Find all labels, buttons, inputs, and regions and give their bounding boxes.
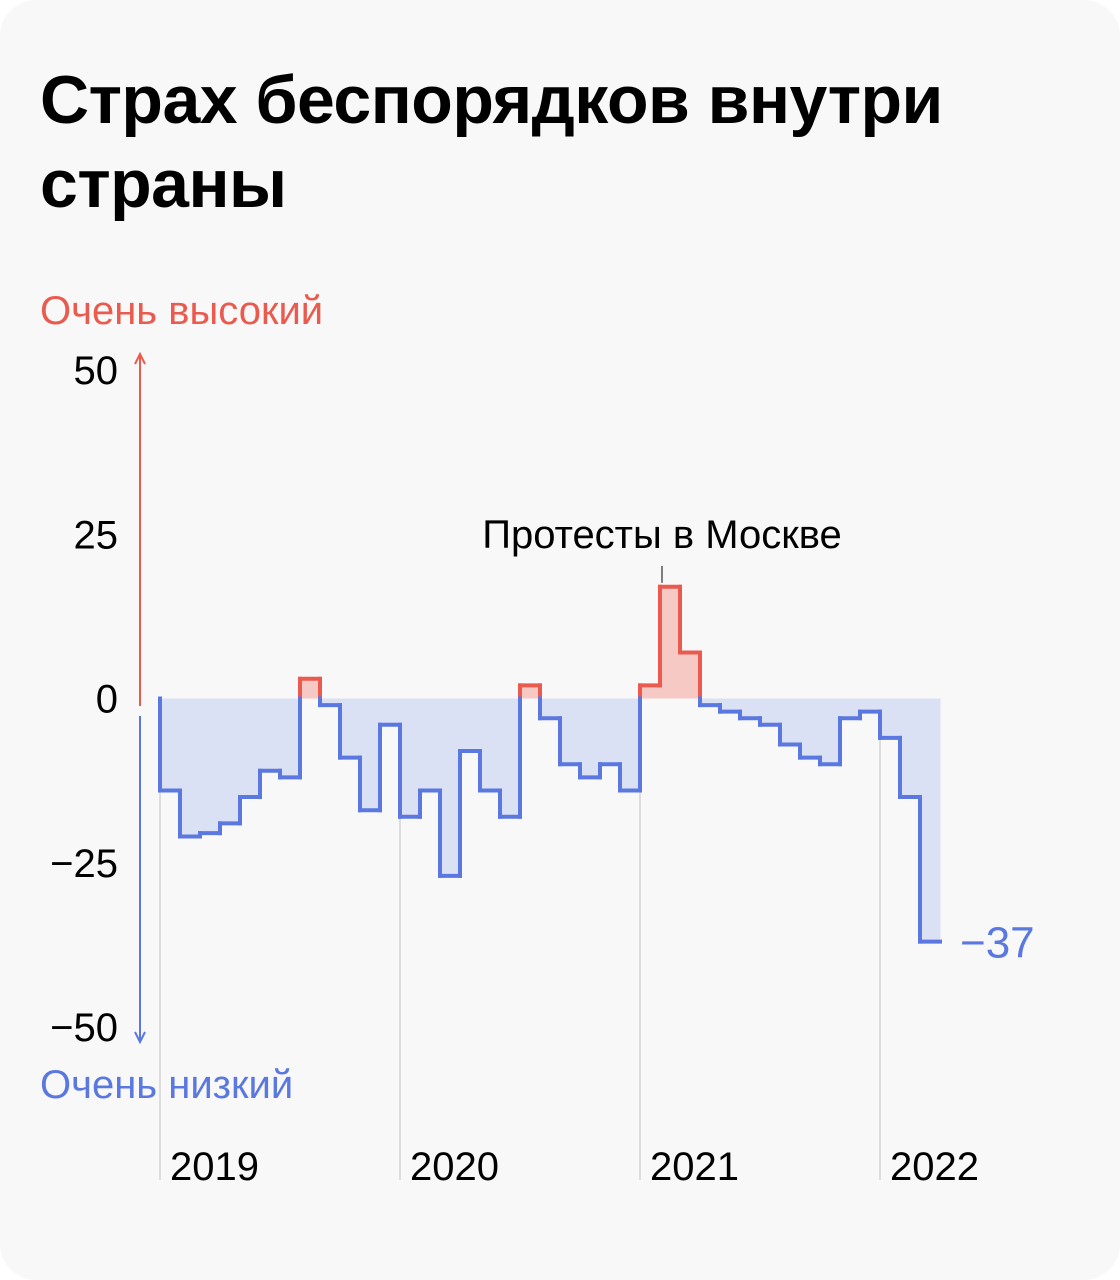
area-segment-5 [260,698,281,771]
area-segment-15 [460,698,481,752]
area-segment-1 [179,698,201,837]
y-tick-label: −50 [50,1006,118,1050]
area-segment-33 [820,698,841,765]
area-segment-25 [659,586,681,699]
low-label: Очень низкий [40,1063,293,1107]
area-segment-38 [920,698,941,942]
area-segment-0 [160,698,181,791]
area-segment-36 [880,698,901,738]
arrow-up-icon [134,351,146,365]
x-tick-label: 2021 [650,1145,739,1189]
annotations: Протесты в Москве −37 [482,513,1034,968]
area-segment-8 [320,698,341,706]
y-tick-label: 25 [74,513,119,557]
area-segment-6 [280,698,301,778]
area-segment-21 [580,698,601,778]
area-segment-27 [700,698,721,706]
area-fill [160,586,941,942]
series-line [158,584,942,944]
area-segment-32 [800,698,821,758]
area-segment-19 [539,698,561,719]
x-axis: 2019 2020 2021 2022 [170,1145,979,1189]
area-segment-28 [719,698,741,712]
area-segment-12 [400,698,421,817]
area-segment-22 [599,698,621,765]
area-segment-29 [740,698,761,719]
area-segment-35 [860,698,881,712]
area-segment-31 [779,698,801,745]
x-tick-label: 2022 [890,1145,979,1189]
area-segment-13 [419,698,441,791]
y-tick-label: 0 [96,678,118,722]
chart-title: Страх беспорядков внутри страны [40,62,943,222]
area-segment-11 [380,698,401,725]
area-segment-2 [200,698,221,834]
area-segment-37 [899,698,921,798]
x-tick-label: 2020 [410,1145,499,1189]
area-segment-4 [239,698,261,798]
area-segment-26 [680,652,701,699]
area-segment-20 [560,698,581,765]
arrow-down-icon [134,1031,146,1045]
area-segment-9 [340,698,361,758]
area-segment-16 [479,698,501,791]
area-segment-24 [640,685,661,699]
annotation-last-value: −37 [960,919,1035,968]
area-segment-7 [299,678,321,699]
y-axis: Очень высокий Очень низкий 50 25 0 −25 −50 [40,289,323,1107]
area-segment-10 [359,698,381,811]
x-tick-label: 2019 [170,1145,259,1189]
y-tick-label: 50 [74,349,119,393]
area-segment-23 [620,698,641,791]
y-tick-label: −25 [50,842,118,886]
area-segment-14 [440,698,461,876]
area-segment-3 [220,698,241,824]
area-segment-34 [839,698,861,719]
area-segment-17 [500,698,521,817]
area-segment-18 [520,685,541,699]
high-label: Очень высокий [40,289,323,333]
annotation-moscow-protests: Протесты в Москве [482,513,842,557]
area-segment-30 [760,698,781,725]
